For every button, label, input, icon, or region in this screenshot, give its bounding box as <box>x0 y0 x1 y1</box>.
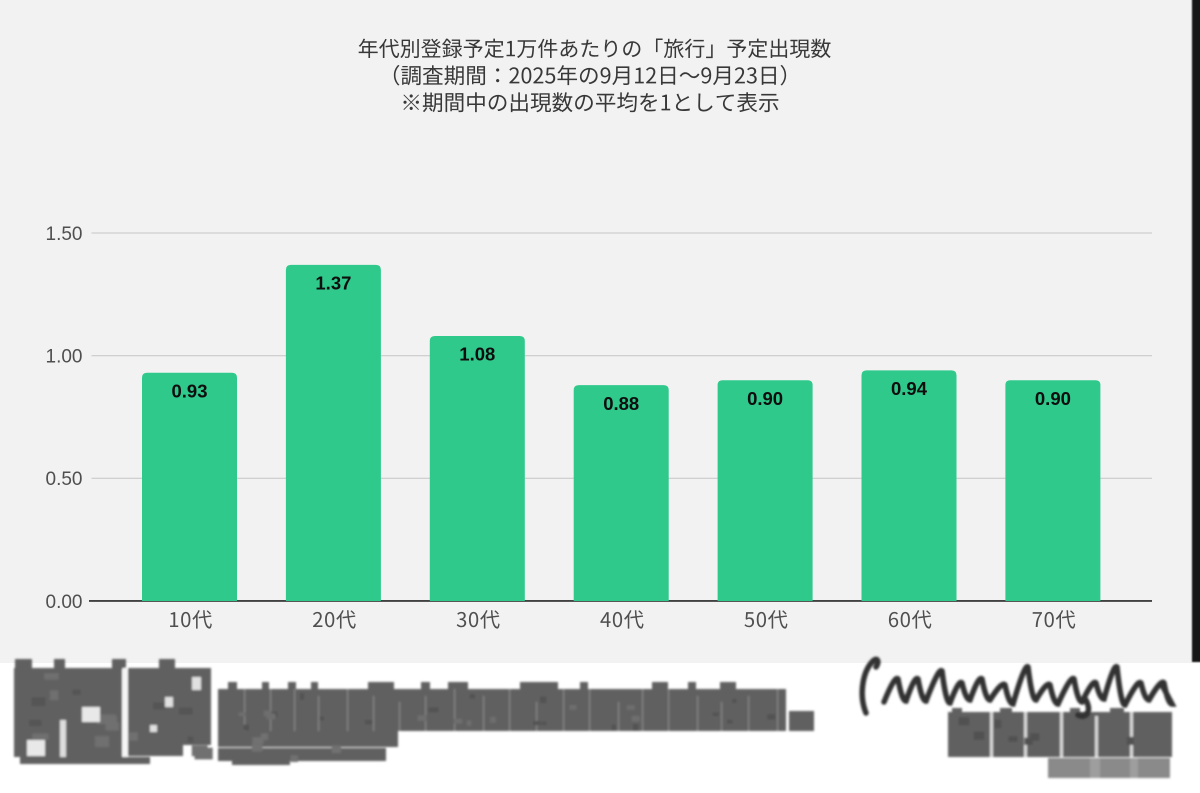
svg-text:1.50: 1.50 <box>46 224 83 245</box>
svg-text:1.00: 1.00 <box>46 347 83 368</box>
svg-text:0.88: 0.88 <box>603 393 639 414</box>
svg-text:0.90: 0.90 <box>747 388 783 409</box>
svg-text:1.37: 1.37 <box>315 273 351 294</box>
svg-text:0.94: 0.94 <box>891 378 928 399</box>
svg-text:0.00: 0.00 <box>46 592 83 613</box>
svg-text:0.50: 0.50 <box>46 469 83 490</box>
svg-text:1.08: 1.08 <box>459 344 495 365</box>
svg-text:0.93: 0.93 <box>171 381 207 402</box>
svg-text:0.90: 0.90 <box>1035 388 1071 409</box>
